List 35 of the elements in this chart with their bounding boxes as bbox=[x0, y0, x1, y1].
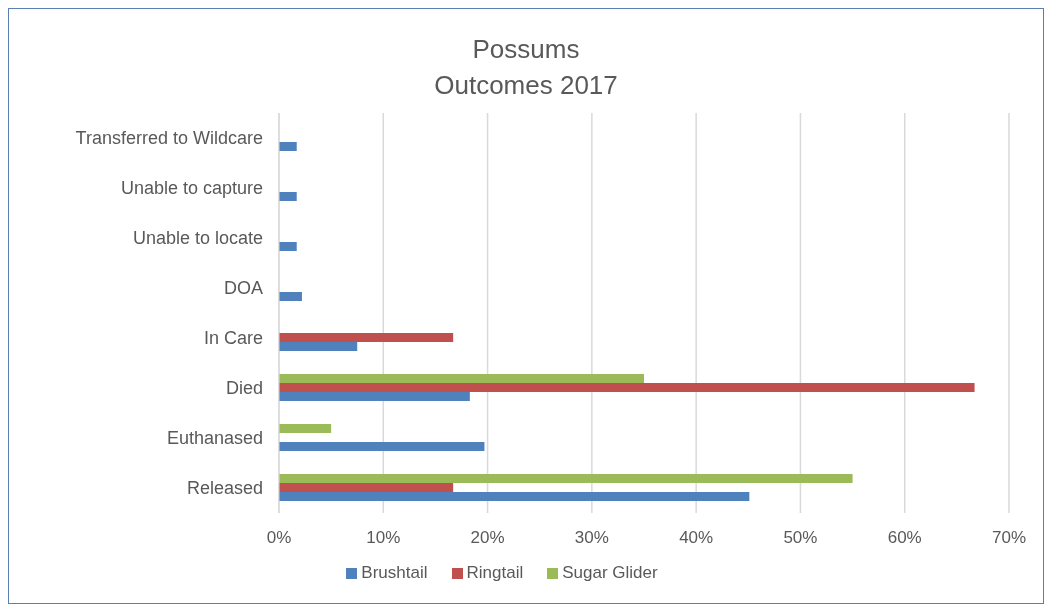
x-tick-label: 0% bbox=[266, 528, 292, 548]
bar bbox=[279, 424, 332, 433]
x-tick-label: 20% bbox=[470, 528, 505, 548]
y-tick-label: In Care bbox=[203, 328, 263, 349]
x-tick-label: 60% bbox=[887, 528, 922, 548]
legend-label: Brushtail bbox=[361, 563, 428, 582]
bar bbox=[279, 333, 454, 342]
chart-subtitle: Outcomes 2017 bbox=[433, 69, 619, 102]
bar bbox=[279, 442, 485, 451]
x-tick-label: 70% bbox=[991, 528, 1027, 548]
y-tick-label: DOA bbox=[223, 278, 263, 299]
legend-label: Ringtail bbox=[466, 563, 524, 582]
x-tick-label: 40% bbox=[679, 528, 714, 548]
y-tick-label: Died bbox=[225, 378, 263, 399]
y-tick-label: Unable to capture bbox=[120, 178, 263, 199]
bar bbox=[279, 142, 297, 151]
y-tick-label: Unable to locate bbox=[132, 228, 263, 249]
bar bbox=[279, 483, 454, 492]
x-tick-label: 30% bbox=[574, 528, 609, 548]
bar bbox=[279, 242, 297, 251]
y-tick-label: Transferred to Wildcare bbox=[75, 128, 263, 149]
bar bbox=[279, 374, 644, 383]
bar bbox=[279, 292, 302, 301]
x-tick-label: 50% bbox=[783, 528, 818, 548]
bar bbox=[279, 192, 297, 201]
y-tick-label: Released bbox=[186, 478, 263, 499]
bar bbox=[279, 383, 975, 392]
bar bbox=[279, 342, 358, 351]
y-tick-label: Euthanased bbox=[166, 428, 263, 449]
chart-title: Possums bbox=[471, 33, 581, 66]
bar bbox=[279, 392, 470, 401]
x-tick-label: 10% bbox=[366, 528, 401, 548]
bar bbox=[279, 474, 853, 483]
bar bbox=[279, 492, 750, 501]
legend-label: Sugar Glider bbox=[562, 563, 658, 582]
